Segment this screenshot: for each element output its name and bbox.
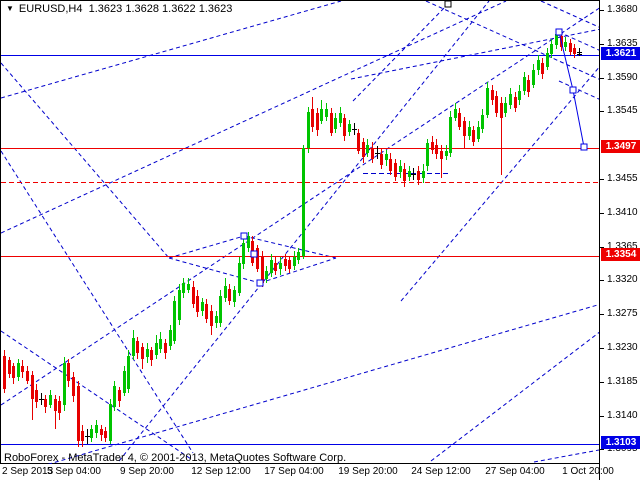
chart-header: ▼ EURUSD,H4 1.3623 1.3628 1.3622 1.3623 (6, 3, 232, 15)
collapse-triangle-icon[interactable]: ▼ (6, 4, 14, 13)
anchor-square-black[interactable] (444, 1, 452, 8)
price-tick-mark (600, 10, 604, 11)
price-tick-label: 1.3455 (607, 173, 638, 184)
copyright-text: RoboForex - MetaTrader 4, © 2001-2013, M… (4, 452, 347, 464)
time-tick-label: 19 Sep 20:00 (338, 466, 398, 477)
price-tick-mark (600, 78, 604, 79)
price-tick-label: 1.3635 (607, 38, 638, 49)
ohlc-quote-label: 1.3623 1.3628 1.3622 1.3623 (88, 3, 233, 15)
price-level-badge: 1.3103 (601, 436, 640, 449)
time-tick-label: 24 Sep 12:00 (411, 466, 471, 477)
price-tick-label: 1.3410 (607, 207, 638, 218)
price-tick-label: 1.3680 (607, 4, 638, 15)
anchor-square[interactable] (569, 86, 577, 94)
chart-plot-area[interactable]: ▼ EURUSD,H4 1.3623 1.3628 1.3622 1.3623 R… (0, 0, 599, 464)
time-tick-label: 1 Oct 20:00 (562, 466, 614, 477)
time-tick-label: 2 Sep 2013 (2, 466, 54, 477)
anchor-square[interactable] (250, 250, 258, 258)
anchor-square[interactable] (256, 279, 264, 287)
price-chart-canvas[interactable] (1, 1, 599, 464)
price-tick-label: 1.3275 (607, 308, 638, 319)
price-level-badge: 1.3354 (601, 248, 640, 261)
price-tick-label: 1.3230 (607, 342, 638, 353)
price-tick-mark (600, 179, 604, 180)
candlesticks (3, 30, 582, 447)
time-axis[interactable]: 2 Sep 2013 5 Sep 04:00 9 Sep 20:00 12 Sep 1… (0, 464, 614, 480)
trendlines (1, 1, 599, 464)
anchor-square[interactable] (580, 143, 588, 151)
price-tick-mark (600, 44, 604, 45)
price-tick-mark (600, 247, 604, 248)
price-tick-label: 1.3185 (607, 376, 638, 387)
price-tick-label: 1.3365 (607, 241, 638, 252)
price-axis[interactable]: 1.3680 1.3635 1.3590 1.3545 1.3455 1.3410 1.33… (599, 0, 640, 480)
anchor-square[interactable] (555, 28, 563, 36)
price-tick-mark (600, 280, 604, 281)
price-level-badge: 1.3497 (601, 140, 640, 153)
time-tick-label: 27 Sep 04:00 (485, 466, 545, 477)
price-tick-mark (600, 382, 604, 383)
price-tick-label: 1.3320 (607, 274, 638, 285)
time-tick-label: 9 Sep 20:00 (120, 466, 174, 477)
price-tick-label: 1.3590 (607, 72, 638, 83)
anchor-square[interactable] (240, 232, 248, 240)
price-tick-mark (600, 449, 604, 450)
price-level-badge: 1.3621 (601, 47, 640, 60)
time-tick-label: 12 Sep 12:00 (191, 466, 251, 477)
time-tick-label: 17 Sep 04:00 (264, 466, 324, 477)
price-tick-mark (600, 416, 604, 417)
price-tick-mark (600, 111, 604, 112)
price-tick-mark (600, 314, 604, 315)
price-tick-label: 1.3545 (607, 105, 638, 116)
time-tick-label: 5 Sep 04:00 (47, 466, 101, 477)
price-tick-label: 1.3140 (607, 410, 638, 421)
price-tick-mark (600, 348, 604, 349)
symbol-period-label: EURUSD,H4 (18, 3, 83, 15)
price-tick-mark (600, 213, 604, 214)
